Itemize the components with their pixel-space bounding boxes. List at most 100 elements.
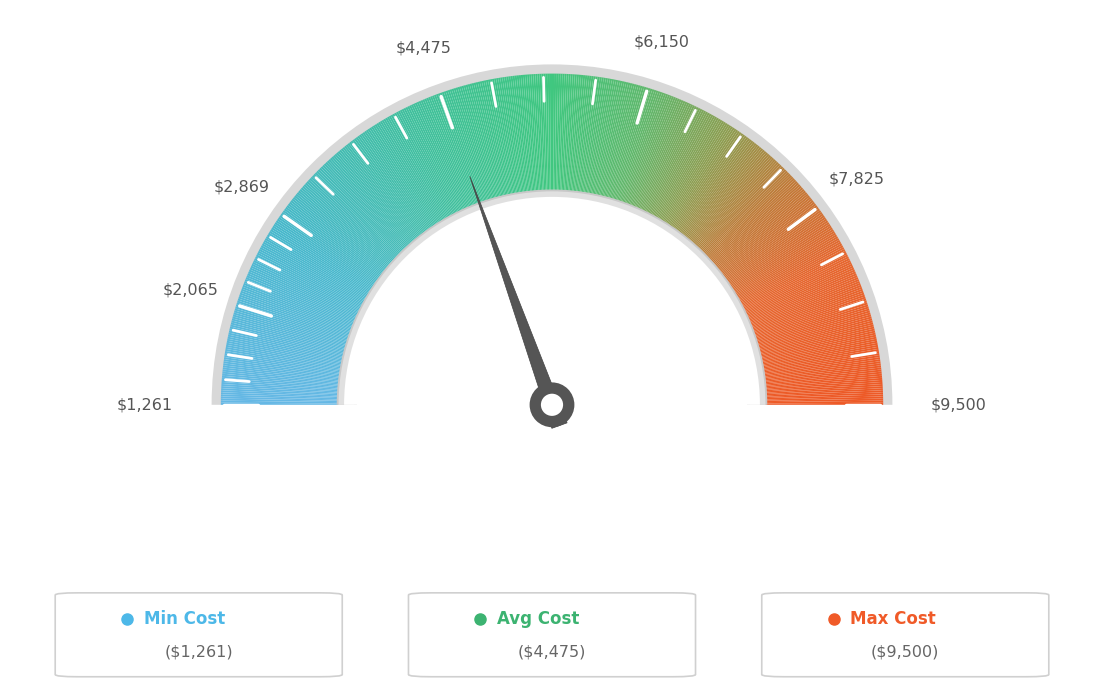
Wedge shape xyxy=(355,137,426,233)
Wedge shape xyxy=(750,281,860,326)
Wedge shape xyxy=(233,315,347,348)
Wedge shape xyxy=(638,101,688,210)
Wedge shape xyxy=(382,120,444,221)
Wedge shape xyxy=(223,364,340,380)
Wedge shape xyxy=(322,165,405,251)
Wedge shape xyxy=(692,155,771,245)
Wedge shape xyxy=(761,335,877,361)
Wedge shape xyxy=(648,109,702,215)
Wedge shape xyxy=(746,268,854,317)
Wedge shape xyxy=(620,91,660,203)
Wedge shape xyxy=(277,219,375,286)
Wedge shape xyxy=(490,79,513,195)
FancyBboxPatch shape xyxy=(55,593,342,677)
Wedge shape xyxy=(509,76,526,193)
Wedge shape xyxy=(763,351,879,371)
Wedge shape xyxy=(364,131,432,229)
Wedge shape xyxy=(636,100,683,209)
Wedge shape xyxy=(317,170,401,255)
Wedge shape xyxy=(657,117,716,219)
Wedge shape xyxy=(410,105,461,213)
Wedge shape xyxy=(394,112,452,217)
Wedge shape xyxy=(243,283,353,328)
Wedge shape xyxy=(444,91,484,203)
Wedge shape xyxy=(627,95,670,206)
Wedge shape xyxy=(569,75,578,192)
Wedge shape xyxy=(512,76,528,193)
Wedge shape xyxy=(742,255,848,309)
Wedge shape xyxy=(413,104,464,211)
Wedge shape xyxy=(654,114,712,218)
Wedge shape xyxy=(328,159,408,248)
Wedge shape xyxy=(586,78,608,195)
Wedge shape xyxy=(704,174,790,257)
Wedge shape xyxy=(318,169,402,254)
Wedge shape xyxy=(765,395,883,400)
Wedge shape xyxy=(765,397,883,401)
Wedge shape xyxy=(269,231,370,294)
Wedge shape xyxy=(523,75,534,193)
Wedge shape xyxy=(728,215,825,284)
Wedge shape xyxy=(700,166,783,252)
Wedge shape xyxy=(550,74,552,191)
Wedge shape xyxy=(229,331,344,358)
Wedge shape xyxy=(378,122,442,223)
Wedge shape xyxy=(383,119,445,221)
Wedge shape xyxy=(617,89,655,201)
Wedge shape xyxy=(283,210,380,280)
Wedge shape xyxy=(592,79,616,195)
Wedge shape xyxy=(765,403,883,405)
Wedge shape xyxy=(565,75,575,192)
Wedge shape xyxy=(722,205,817,277)
Text: Avg Cost: Avg Cost xyxy=(497,610,580,628)
Wedge shape xyxy=(724,208,820,279)
Wedge shape xyxy=(415,103,465,210)
Wedge shape xyxy=(264,240,367,299)
Wedge shape xyxy=(696,159,776,248)
Wedge shape xyxy=(351,141,423,235)
Text: $7,825: $7,825 xyxy=(828,171,884,186)
Wedge shape xyxy=(416,101,466,210)
Wedge shape xyxy=(327,161,407,248)
Wedge shape xyxy=(344,146,420,239)
Wedge shape xyxy=(553,74,556,191)
Wedge shape xyxy=(577,76,594,193)
Wedge shape xyxy=(619,90,658,203)
Wedge shape xyxy=(633,99,680,208)
Wedge shape xyxy=(222,373,340,386)
Wedge shape xyxy=(735,235,837,296)
Wedge shape xyxy=(630,97,676,207)
Wedge shape xyxy=(747,273,857,322)
Wedge shape xyxy=(312,175,399,258)
Wedge shape xyxy=(245,277,355,324)
Wedge shape xyxy=(237,299,350,337)
Wedge shape xyxy=(562,74,569,192)
Wedge shape xyxy=(716,194,808,270)
Wedge shape xyxy=(563,74,571,192)
Wedge shape xyxy=(752,287,862,330)
Wedge shape xyxy=(454,88,490,201)
Wedge shape xyxy=(639,103,689,210)
Wedge shape xyxy=(752,288,863,331)
Wedge shape xyxy=(221,401,339,404)
Wedge shape xyxy=(711,184,800,264)
Wedge shape xyxy=(223,369,340,384)
Wedge shape xyxy=(272,227,372,292)
Wedge shape xyxy=(418,101,467,210)
Text: $9,500: $9,500 xyxy=(931,397,987,413)
Wedge shape xyxy=(388,117,447,219)
Wedge shape xyxy=(575,75,590,193)
Wedge shape xyxy=(611,86,645,200)
Wedge shape xyxy=(743,258,850,311)
Wedge shape xyxy=(704,172,789,256)
Wedge shape xyxy=(764,366,881,381)
Wedge shape xyxy=(595,80,620,196)
Wedge shape xyxy=(732,227,832,292)
Wedge shape xyxy=(247,273,357,322)
Wedge shape xyxy=(241,290,352,333)
Wedge shape xyxy=(302,186,392,265)
Wedge shape xyxy=(255,256,361,310)
Wedge shape xyxy=(690,152,768,243)
Wedge shape xyxy=(403,108,457,214)
Text: Min Cost: Min Cost xyxy=(144,610,225,628)
